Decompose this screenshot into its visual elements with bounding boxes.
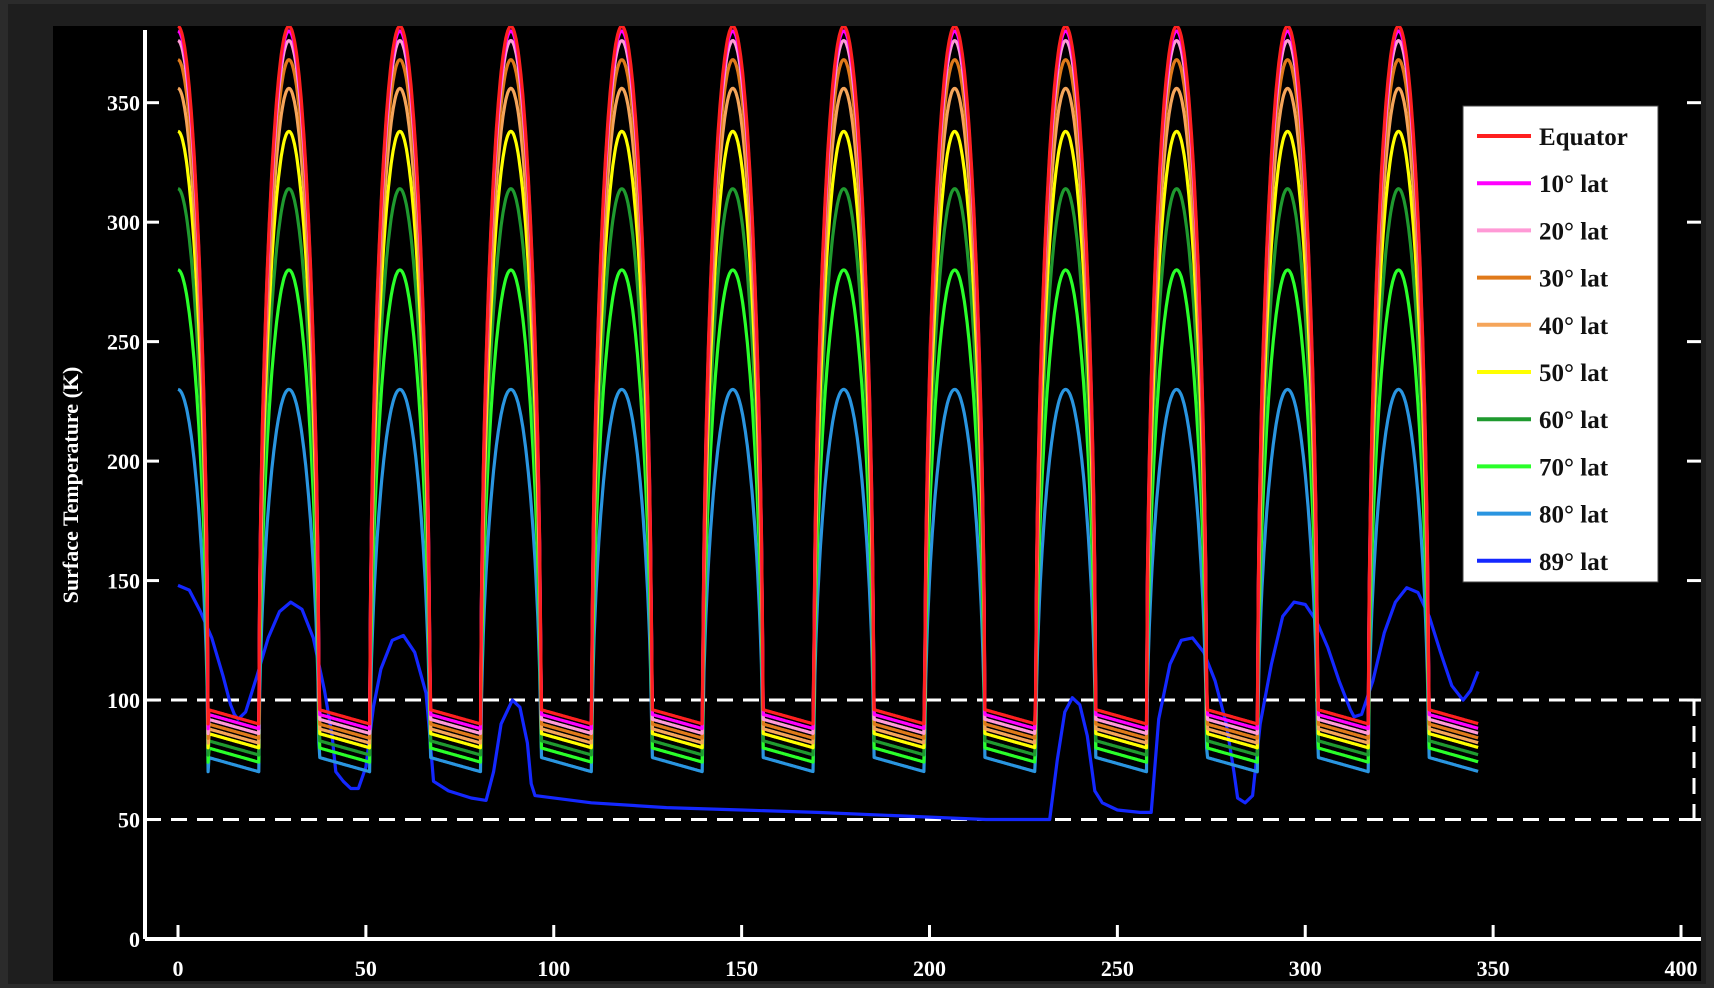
legend-label: 40° lat <box>1539 313 1609 340</box>
y-tick-label: 50 <box>118 808 140 833</box>
legend-label: 80° lat <box>1539 502 1609 529</box>
x-tick-label: 0 <box>173 956 184 981</box>
legend-label: 50° lat <box>1539 360 1609 387</box>
temperature-chart: 0 50 100 150 200 250 300 350 400 0 50 100 150 200 250 3… <box>53 26 1701 981</box>
y-axis-label: Surface Temperature (K) <box>58 367 83 604</box>
y-tick-label: 100 <box>107 688 140 713</box>
legend-label: 60° lat <box>1539 407 1609 434</box>
series-group <box>177 26 1480 822</box>
legend-label: Equator <box>1539 124 1628 151</box>
plot-background <box>53 26 1701 981</box>
y-tick-label: 350 <box>107 91 140 116</box>
legend-label: 30° lat <box>1539 266 1609 293</box>
legend-label: 89° lat <box>1539 549 1609 576</box>
x-tick-label: 300 <box>1289 956 1322 981</box>
x-tick-label: 350 <box>1477 956 1510 981</box>
series-line <box>177 583 1480 822</box>
y-tick-label: 300 <box>107 210 140 235</box>
series-line <box>177 26 1479 726</box>
x-tick-label: 50 <box>355 956 377 981</box>
y-tick-label: 0 <box>129 927 140 952</box>
chart-frame: 0 50 100 150 200 250 300 350 400 0 50 100 150 200 250 3… <box>8 4 1706 984</box>
x-tick-label: 100 <box>537 956 570 981</box>
series-line <box>177 387 1479 774</box>
y-tick-label: 150 <box>107 569 140 594</box>
legend-label: 20° lat <box>1539 218 1609 245</box>
legend-label: 10° lat <box>1539 171 1609 198</box>
legend-label: 70° lat <box>1539 454 1609 481</box>
y-tick-label: 250 <box>107 330 140 355</box>
y-tick-label: 200 <box>107 449 140 474</box>
x-tick-label: 150 <box>725 956 758 981</box>
x-tick-label: 400 <box>1665 956 1698 981</box>
x-tick-label: 250 <box>1101 956 1134 981</box>
legend-box <box>1462 105 1659 583</box>
x-tick-label: 200 <box>913 956 946 981</box>
